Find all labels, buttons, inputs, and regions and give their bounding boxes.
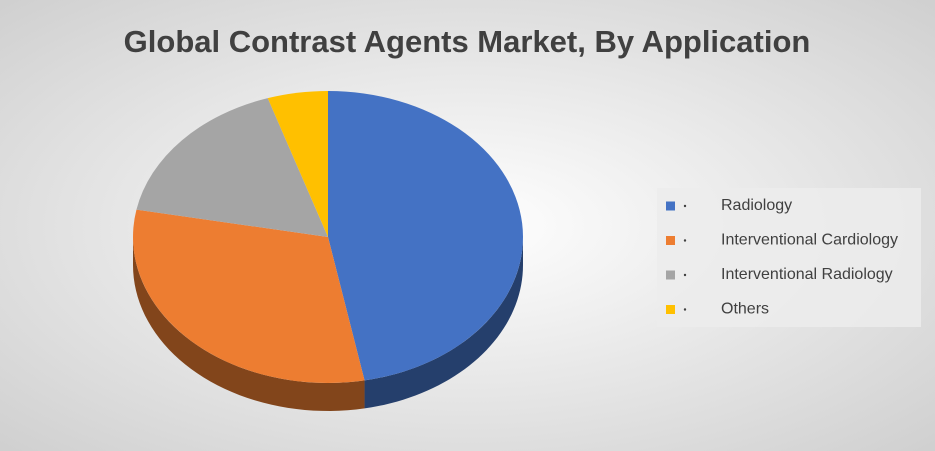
legend-swatch bbox=[666, 236, 675, 245]
legend-swatch bbox=[666, 305, 675, 314]
legend-label: Radiology bbox=[721, 197, 792, 214]
slice bbox=[136, 98, 328, 237]
legend-dot bbox=[683, 239, 687, 242]
legend-dot bbox=[683, 308, 687, 311]
chart-title: Global Contrast Agents Market, By Applic… bbox=[124, 24, 811, 59]
slice-side bbox=[133, 237, 365, 411]
legend-label: Interventional Cardiology bbox=[721, 232, 898, 249]
legend-label: Others bbox=[721, 301, 769, 318]
slice-side bbox=[364, 237, 523, 409]
slice bbox=[328, 91, 523, 381]
legend-label: Interventional Radiology bbox=[721, 266, 893, 283]
legend-dot bbox=[683, 204, 687, 208]
legend: Radiology Interventional Cardiology Interv… bbox=[666, 197, 898, 318]
slice bbox=[133, 209, 365, 383]
legend-swatch bbox=[666, 201, 675, 211]
legend-box bbox=[657, 188, 921, 327]
pie bbox=[133, 91, 523, 411]
legend-dot bbox=[683, 273, 687, 277]
slice bbox=[267, 91, 328, 237]
legend-swatch bbox=[666, 270, 675, 280]
